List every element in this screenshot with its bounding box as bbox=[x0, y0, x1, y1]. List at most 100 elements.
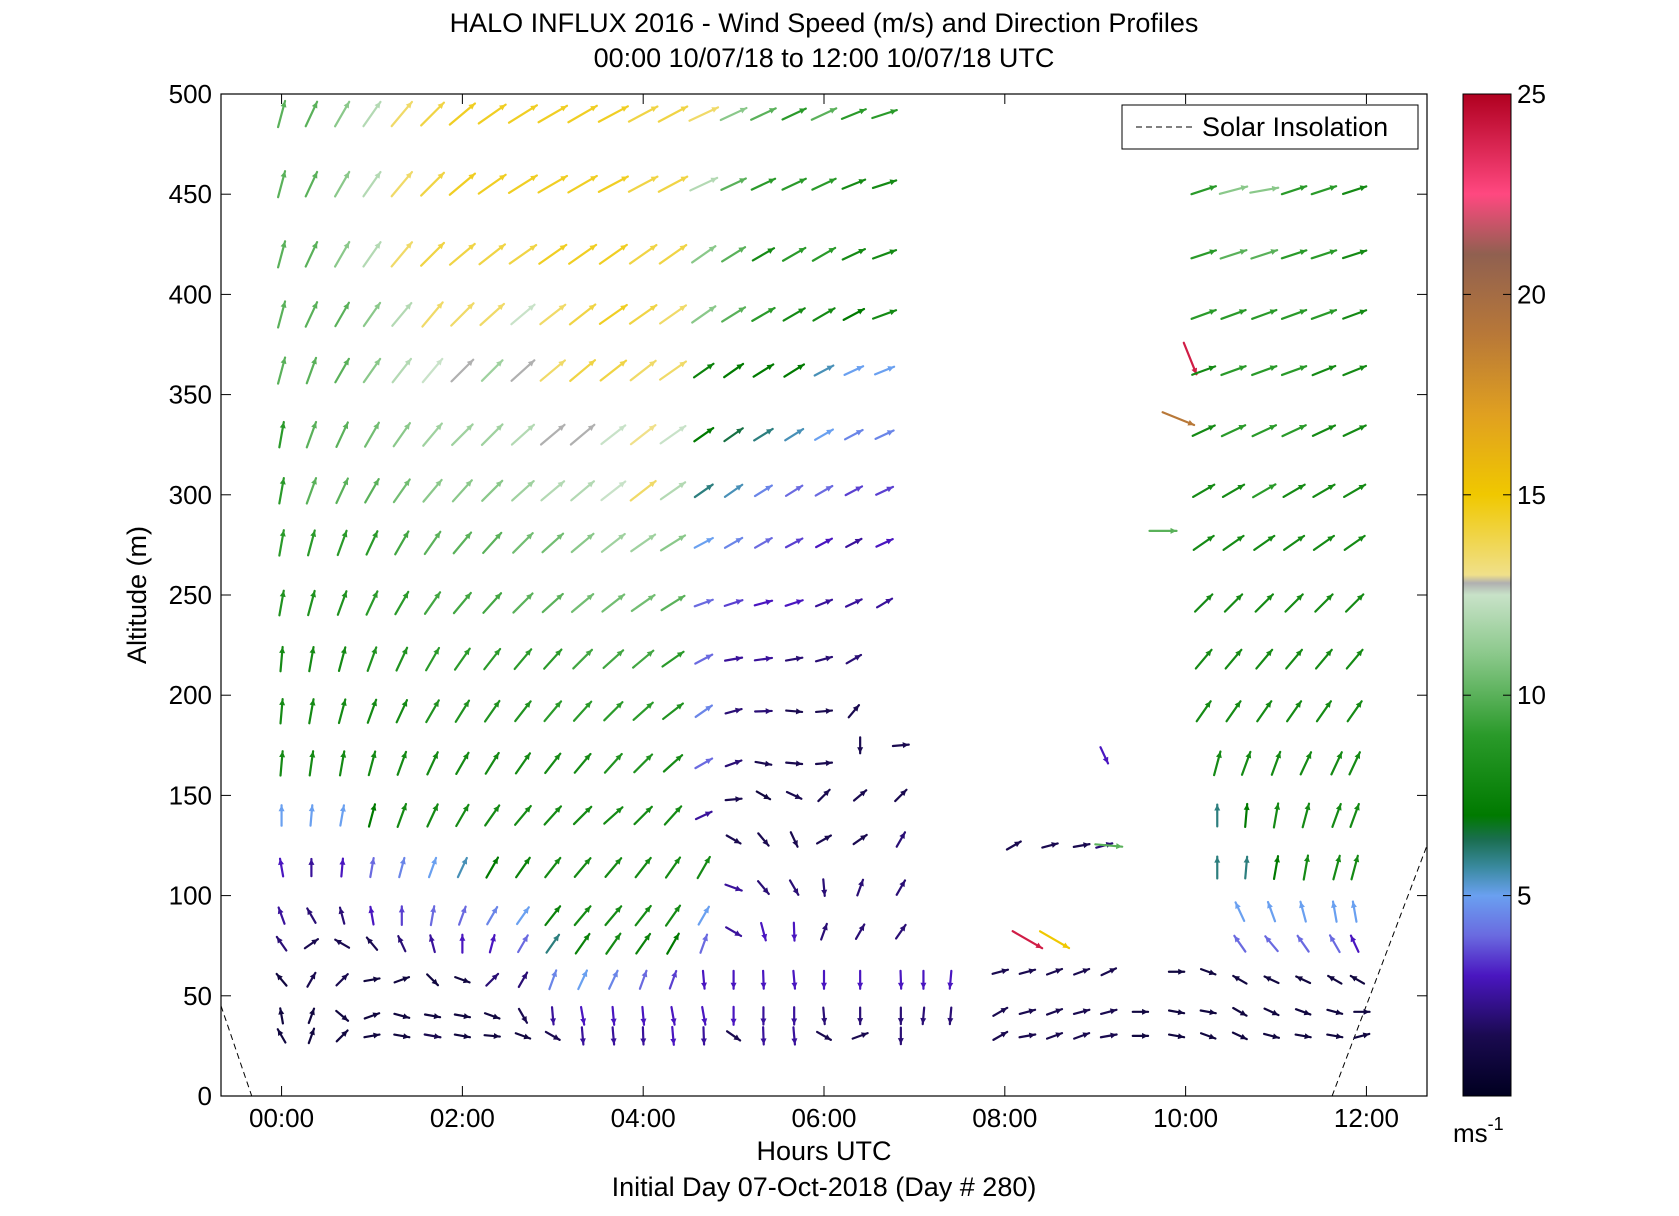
wind-vector bbox=[548, 969, 558, 991]
wind-vector bbox=[789, 831, 799, 848]
wind-vector bbox=[947, 969, 954, 990]
wind-vector bbox=[510, 303, 536, 326]
wind-vector bbox=[366, 698, 378, 724]
wind-vector bbox=[1310, 185, 1338, 196]
wind-vector bbox=[278, 589, 286, 617]
wind-vector bbox=[1263, 1032, 1280, 1040]
wind-vector bbox=[633, 753, 654, 774]
wind-vector bbox=[515, 856, 531, 879]
wind-vector bbox=[725, 926, 743, 938]
wind-vector bbox=[661, 650, 685, 668]
wind-vector bbox=[423, 1033, 442, 1040]
wind-vector bbox=[814, 537, 834, 549]
wind-vector bbox=[895, 831, 907, 848]
wind-vector bbox=[725, 834, 742, 845]
wind-vector bbox=[365, 530, 379, 556]
wind-vector bbox=[426, 973, 440, 987]
wind-vector bbox=[723, 483, 744, 498]
wind-vector bbox=[334, 357, 350, 384]
wind-vector bbox=[872, 249, 898, 260]
wind-vector bbox=[486, 905, 499, 926]
x-tick-label: 00:00 bbox=[249, 1103, 314, 1133]
wind-vector bbox=[488, 933, 496, 954]
wind-vector bbox=[1344, 593, 1365, 613]
wind-vector bbox=[1350, 854, 1360, 881]
wind-vector bbox=[659, 360, 688, 381]
wind-vector bbox=[781, 177, 807, 191]
wind-vector bbox=[1045, 1032, 1064, 1040]
wind-vector bbox=[307, 1027, 316, 1045]
wind-vector bbox=[781, 246, 807, 262]
wind-vector bbox=[1224, 648, 1243, 670]
wind-vector bbox=[1310, 308, 1338, 320]
wind-vector bbox=[845, 537, 863, 549]
wind-vector bbox=[1094, 843, 1124, 850]
wind-vector bbox=[897, 969, 904, 990]
wind-vector bbox=[857, 969, 864, 990]
wind-vector bbox=[897, 1026, 904, 1046]
wind-vector bbox=[537, 104, 569, 124]
wind-vector bbox=[753, 484, 773, 498]
wind-vector bbox=[569, 423, 596, 446]
wind-vector bbox=[1072, 842, 1091, 849]
wind-vector bbox=[335, 1009, 350, 1022]
y-tick-label: 300 bbox=[169, 480, 212, 510]
wind-vector bbox=[577, 969, 589, 991]
wind-vector bbox=[600, 532, 626, 553]
wind-vector bbox=[843, 428, 864, 441]
wind-vector bbox=[894, 923, 907, 940]
wind-vector bbox=[719, 106, 748, 122]
wind-vector bbox=[1220, 365, 1247, 377]
wind-vector bbox=[482, 531, 503, 555]
wind-vector bbox=[872, 309, 898, 320]
wind-vector bbox=[511, 480, 535, 502]
wind-vector bbox=[570, 593, 595, 614]
colorbar-tick-label: 5 bbox=[1517, 881, 1531, 911]
wind-vector bbox=[479, 302, 506, 327]
wind-vector bbox=[854, 923, 866, 940]
wind-vector bbox=[456, 856, 468, 879]
wind-vector bbox=[1131, 1008, 1150, 1015]
wind-vector bbox=[810, 107, 838, 121]
wind-vector bbox=[453, 647, 471, 671]
wind-vector bbox=[1326, 1008, 1344, 1016]
wind-vector bbox=[278, 529, 286, 557]
wind-vector bbox=[428, 934, 436, 954]
wind-vector bbox=[579, 1026, 586, 1046]
wind-vector bbox=[1213, 750, 1222, 777]
wind-vector bbox=[420, 171, 446, 197]
wind-vector bbox=[760, 969, 767, 990]
wind-vector bbox=[550, 1006, 557, 1026]
wind-vector bbox=[815, 834, 833, 845]
wind-vector bbox=[423, 591, 442, 615]
wind-vector bbox=[845, 653, 863, 665]
wind-vector bbox=[337, 698, 347, 725]
wind-vector bbox=[450, 302, 475, 327]
y-tick-label: 150 bbox=[169, 780, 212, 810]
wind-vector bbox=[694, 810, 713, 821]
wind-vector bbox=[304, 100, 319, 128]
wind-vector bbox=[1314, 593, 1334, 613]
wind-vector bbox=[279, 750, 286, 777]
wind-vector bbox=[1280, 365, 1308, 377]
wind-vector bbox=[610, 1026, 617, 1046]
wind-vector bbox=[365, 936, 379, 951]
wind-vector bbox=[362, 170, 382, 198]
wind-vector bbox=[1342, 309, 1368, 320]
wind-vector bbox=[1167, 968, 1186, 975]
wind-vector bbox=[1349, 802, 1360, 829]
wind-vector bbox=[873, 365, 896, 376]
wind-vector bbox=[1252, 483, 1277, 499]
wind-vector bbox=[1199, 1009, 1217, 1016]
wind-vector bbox=[395, 699, 409, 724]
wind-vector bbox=[334, 301, 350, 328]
x-tick-label: 06:00 bbox=[791, 1103, 856, 1133]
wind-vector bbox=[339, 804, 346, 827]
wind-vector bbox=[754, 708, 773, 715]
wind-vector bbox=[544, 1030, 561, 1041]
wind-vector bbox=[788, 879, 800, 896]
wind-vector bbox=[543, 700, 563, 723]
wind-vector bbox=[335, 973, 349, 987]
wind-vector bbox=[1331, 900, 1338, 923]
wind-vector bbox=[1315, 700, 1333, 723]
